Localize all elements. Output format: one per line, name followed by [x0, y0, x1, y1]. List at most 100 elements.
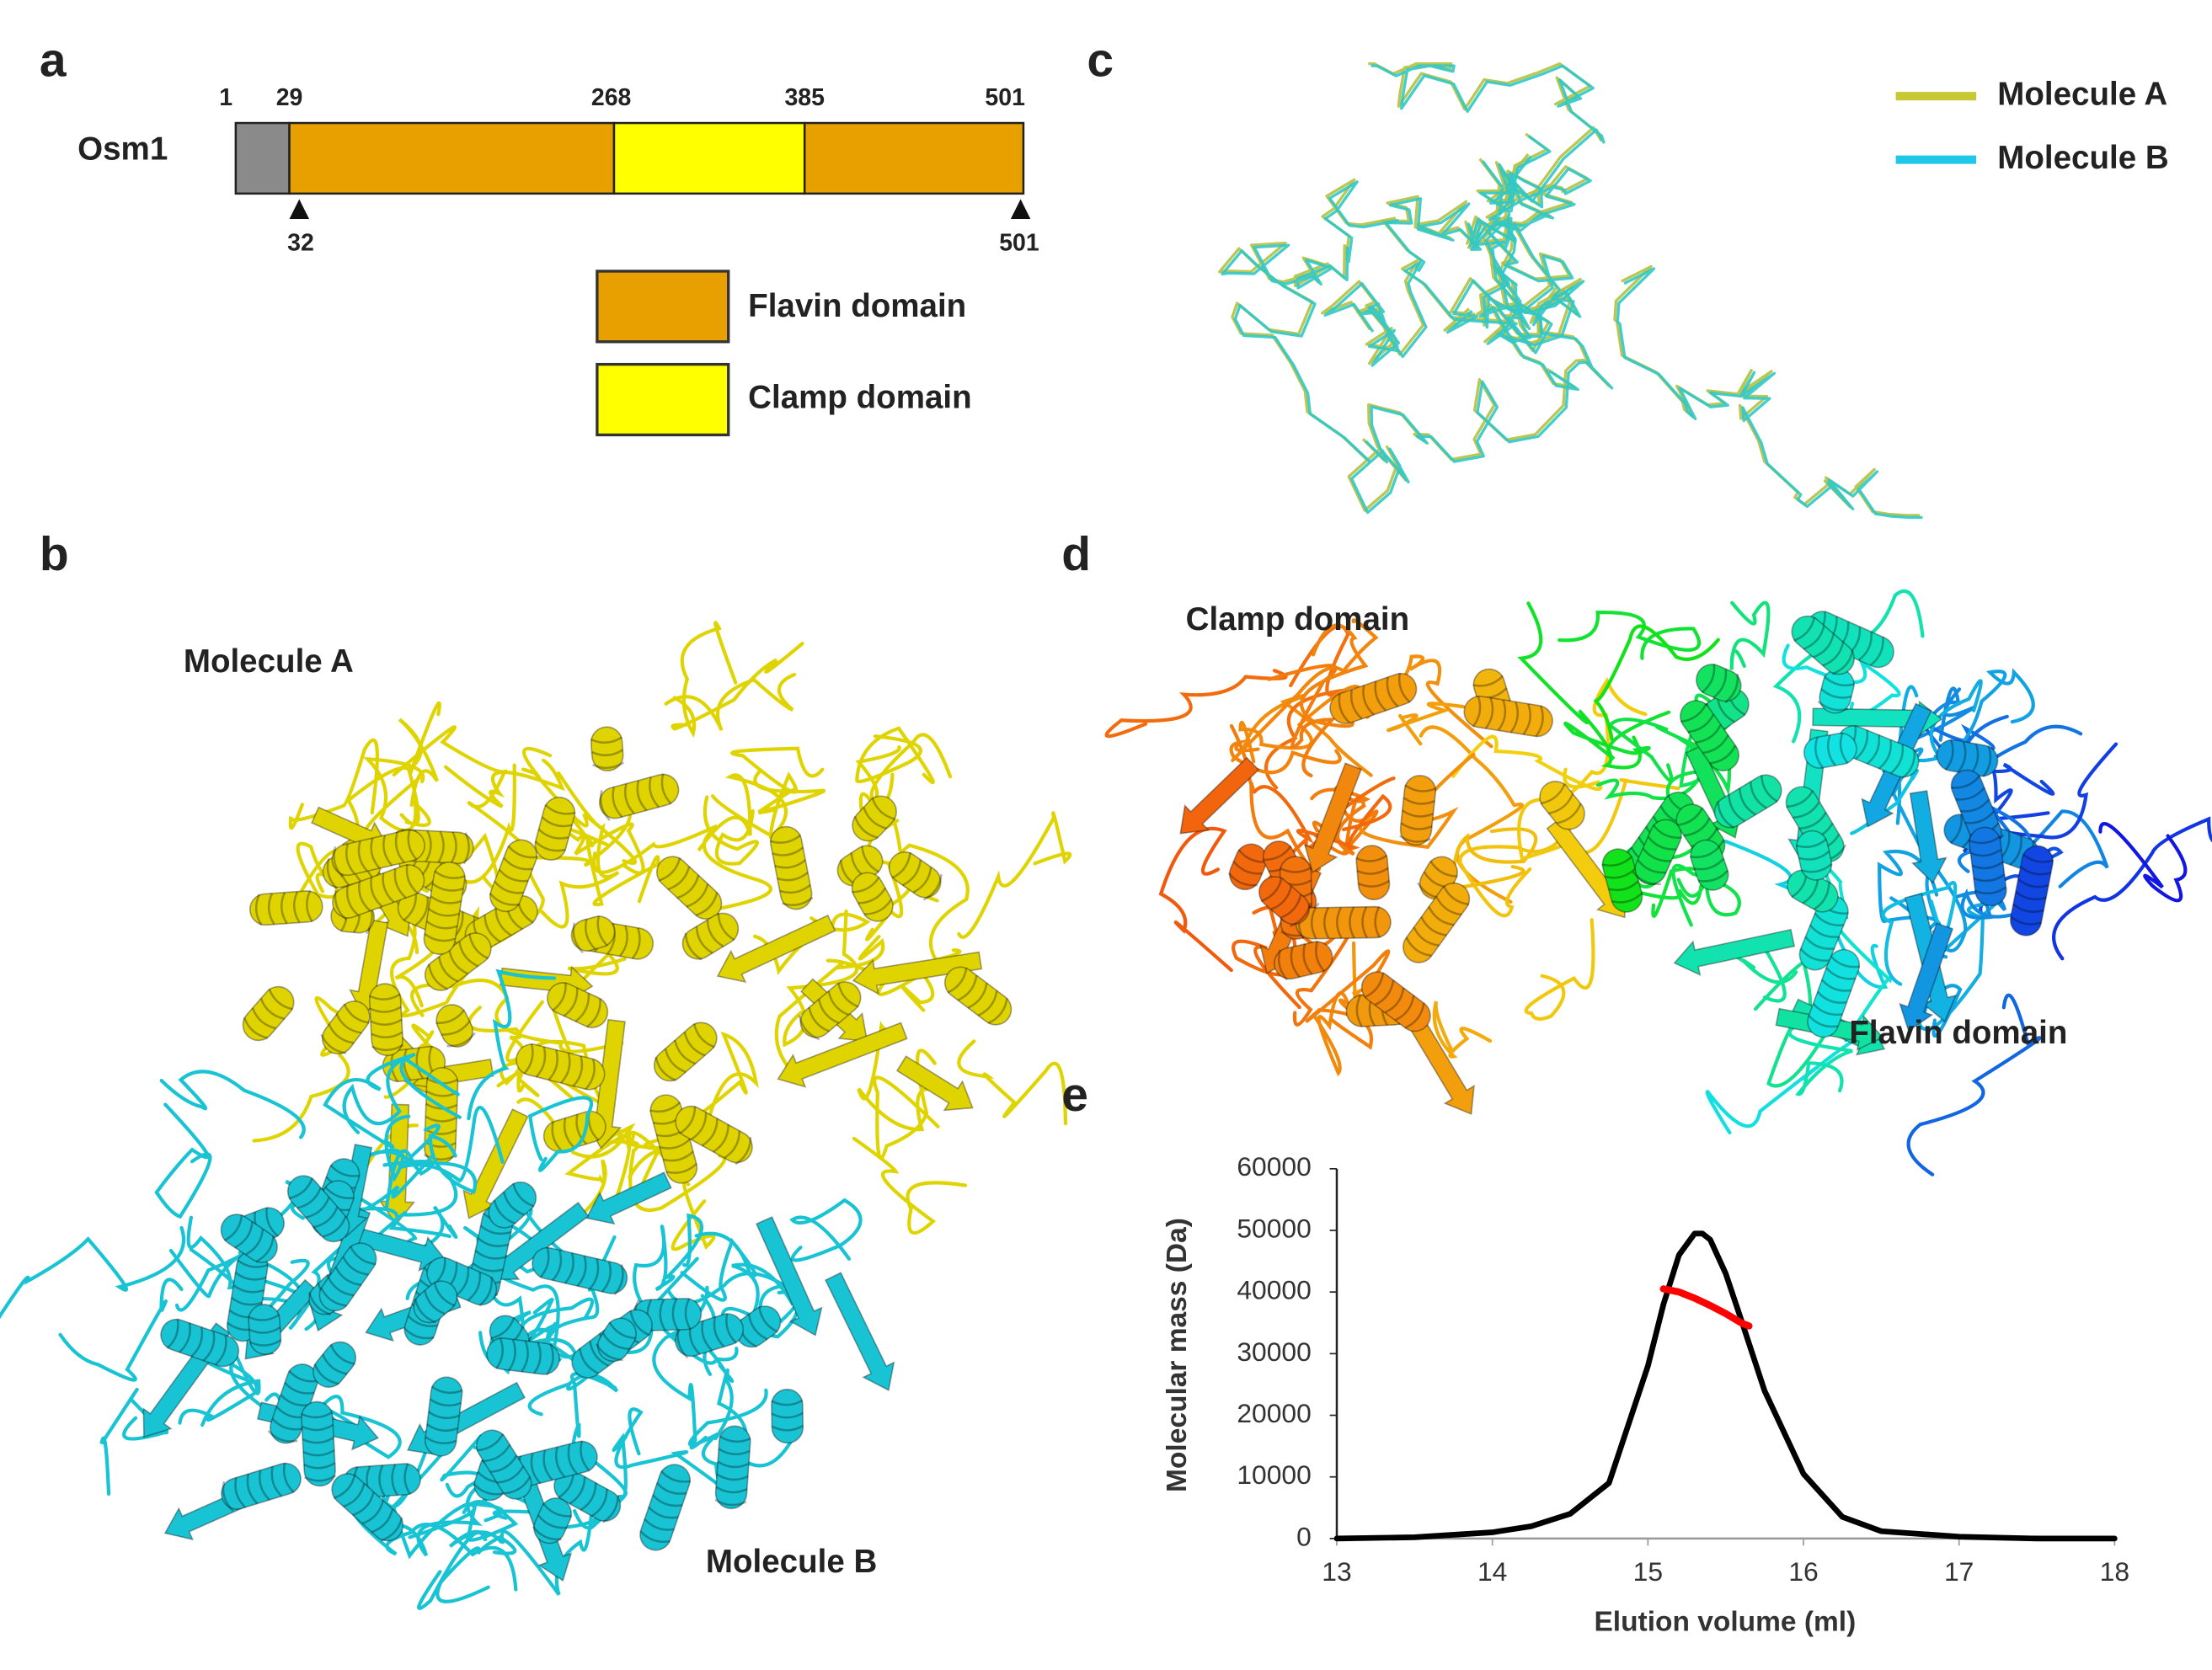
- helix-turn: [1637, 859, 1667, 874]
- helix-turn: [686, 883, 709, 908]
- helix-turn: [589, 1341, 610, 1367]
- helix: [598, 773, 680, 821]
- helix-turn: [1357, 879, 1390, 888]
- helix-turn: [1429, 860, 1458, 878]
- helix-turn: [747, 1314, 768, 1341]
- residue-number: 501: [985, 84, 1025, 111]
- helix-turn: [1435, 895, 1462, 916]
- loop: [957, 1039, 1067, 1126]
- helix-body: [735, 1305, 782, 1348]
- helix-body: [596, 1317, 638, 1363]
- helix-turn: [560, 1052, 571, 1084]
- helix: [220, 1214, 278, 1263]
- helix-turn: [427, 963, 448, 990]
- helix-turn: [166, 1318, 179, 1349]
- helix-turn: [676, 874, 700, 899]
- helix-turn: [322, 1215, 347, 1238]
- helix-body: [534, 796, 576, 861]
- helix-turn: [676, 1327, 689, 1359]
- loop: [288, 738, 379, 830]
- helix-turn: [190, 1326, 204, 1358]
- helix-turn: [1374, 680, 1387, 712]
- helix-turn: [1830, 955, 1861, 968]
- strand: [716, 914, 836, 984]
- helix-turn: [237, 1259, 269, 1268]
- loop: [680, 1231, 757, 1302]
- helix-turn: [414, 896, 429, 926]
- helix-body: [1399, 775, 1437, 846]
- helix-turn: [569, 1476, 586, 1505]
- helix-turn: [1260, 877, 1283, 903]
- helix-turn: [1869, 637, 1884, 667]
- loop: [521, 746, 637, 866]
- helix-turn: [284, 1382, 315, 1395]
- helix-turn: [684, 932, 703, 961]
- helix-turn: [479, 1224, 512, 1235]
- loop: [0, 1225, 186, 1320]
- helix-body: [488, 1181, 537, 1229]
- helix-body: [590, 726, 624, 771]
- panel-e: Elution volume (ml) Molecular mass (Da) …: [1162, 1151, 2129, 1637]
- helix-turn: [430, 895, 462, 904]
- helix-turn: [606, 923, 616, 955]
- helix-turn: [1420, 916, 1447, 936]
- molecule-label: Molecule A: [184, 643, 354, 680]
- helix-turn: [434, 870, 466, 879]
- helix-turn: [446, 1032, 476, 1048]
- flavin-segment: [803, 121, 1025, 195]
- helix-turn: [1605, 867, 1637, 879]
- helix-turn: [922, 874, 943, 901]
- helix-body: [1791, 615, 1855, 675]
- helix-turn: [512, 1182, 535, 1208]
- helix-turn: [589, 1258, 600, 1290]
- helix-body: [220, 1214, 278, 1263]
- helix-body: [1274, 941, 1333, 980]
- helix-turn: [448, 948, 468, 975]
- helix-turn: [342, 1256, 369, 1276]
- helix-turn: [2015, 890, 2047, 901]
- helix-turn: [1786, 790, 1814, 808]
- helix-turn: [782, 896, 814, 906]
- helix-turn: [371, 1031, 403, 1038]
- loop: [600, 1128, 726, 1212]
- helix-turn: [280, 1394, 311, 1406]
- helix: [435, 1004, 476, 1048]
- helix-turn: [530, 1453, 542, 1485]
- helix: [1227, 843, 1268, 891]
- helix-turn: [1472, 695, 1482, 728]
- helix-turn: [1822, 642, 1845, 667]
- helix-turn: [1400, 822, 1433, 830]
- helix-body: [714, 1425, 751, 1510]
- helix-turn: [1969, 835, 2001, 845]
- helix-turn: [1277, 949, 1289, 981]
- helix-turn: [586, 998, 601, 1028]
- helix-turn: [580, 1440, 590, 1472]
- helix: [532, 1497, 573, 1545]
- helix-body: [332, 864, 425, 919]
- helix-turn: [779, 883, 811, 894]
- helix-turn: [1676, 807, 1704, 826]
- helix-turn: [282, 1462, 295, 1494]
- helix-body: [888, 851, 942, 899]
- helix-turn: [1611, 892, 1643, 904]
- helix-body: [435, 1004, 473, 1048]
- helix: [542, 1110, 606, 1153]
- helix: [312, 1341, 357, 1388]
- helix-turn: [1310, 907, 1317, 940]
- helix-turn: [662, 1150, 694, 1162]
- loop: [398, 718, 439, 826]
- helix-body: [312, 1341, 357, 1388]
- helix-turn: [636, 780, 648, 812]
- helix-turn: [343, 1483, 366, 1508]
- helix-turn: [521, 1340, 529, 1373]
- loop: [1451, 734, 1603, 792]
- helix-turn: [1472, 675, 1504, 687]
- legend-label: Flavin domain: [748, 288, 966, 324]
- loop: [384, 1134, 477, 1211]
- helix: [160, 1318, 240, 1368]
- helix-turn: [1394, 995, 1415, 1022]
- helix-turn: [1717, 801, 1735, 830]
- loop: [323, 1052, 462, 1150]
- x-tick-label: 18: [2100, 1556, 2129, 1587]
